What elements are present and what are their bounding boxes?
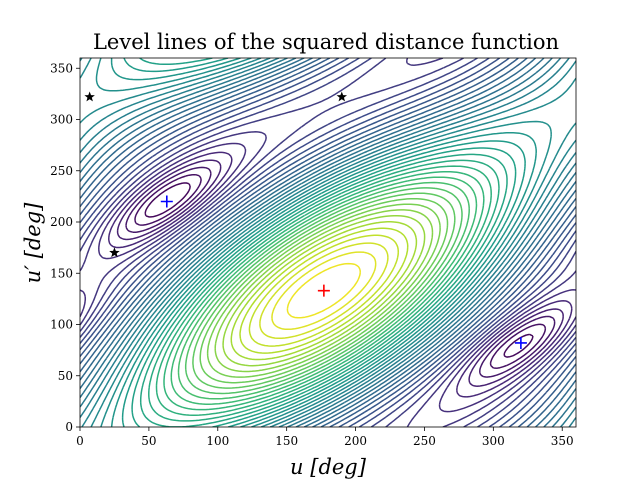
x-tick-label: 0 [76, 434, 84, 448]
contour-level-line [148, 159, 500, 422]
y-tick-label: 300 [50, 113, 73, 127]
contour-level-line [184, 187, 463, 395]
x-tick-label: 150 [275, 434, 298, 448]
contour-level-line [80, 58, 576, 427]
contour-level-line [80, 58, 576, 427]
contour-level-line [134, 173, 547, 369]
contour-level-line [163, 170, 485, 411]
contour-level-line [199, 197, 449, 384]
contour-level-line [80, 58, 576, 427]
y-tick-label: 0 [65, 420, 73, 434]
contour-level-line [214, 209, 434, 373]
contour-level-line [286, 262, 362, 319]
contour-level-line [239, 227, 409, 354]
saddle-point-star [109, 247, 120, 258]
y-tick-label: 100 [50, 318, 73, 332]
x-axis-label: u [deg] [290, 455, 367, 479]
contour-lines [80, 58, 576, 427]
minimum-point-marker [514, 336, 527, 349]
contour-level-line [131, 58, 517, 427]
y-tick-label: 50 [58, 369, 73, 383]
contour-level-line [139, 153, 508, 427]
critical-point-markers [84, 91, 527, 349]
contour-level-line [222, 214, 426, 367]
contour-level-line [80, 58, 576, 427]
x-tick-label: 200 [344, 434, 367, 448]
chart-title: Level lines of the squared distance func… [93, 30, 559, 54]
contour-level-line [144, 182, 534, 358]
contour-level-line [80, 58, 576, 427]
y-axis-ticks: 0 50 100 150 200 250 300 350 [50, 61, 80, 434]
y-tick-label: 350 [50, 61, 73, 75]
contour-level-line [206, 203, 441, 378]
y-axis-label: u′ [deg] [21, 202, 45, 283]
contour-level-line [121, 58, 526, 427]
x-tick-label: 350 [551, 434, 574, 448]
y-tick-label: 150 [50, 266, 73, 280]
contour-level-line [170, 176, 478, 405]
contour-level-line [80, 58, 576, 427]
contour-level-line [80, 58, 576, 427]
x-tick-label: 300 [482, 434, 505, 448]
contour-level-line [271, 251, 377, 331]
saddle-point-star [336, 91, 348, 102]
x-axis-ticks: 0 50 100 150 200 250 300 350 [76, 427, 574, 448]
saddle-point-star [84, 91, 95, 102]
contour-level-line [110, 58, 537, 427]
contour-level-line [80, 58, 576, 427]
contour-level-line [95, 58, 552, 427]
x-tick-label: 250 [413, 434, 436, 448]
contour-level-line [177, 181, 470, 400]
contour-level-line [192, 192, 456, 389]
x-tick-label: 100 [206, 434, 229, 448]
contour-level-line [108, 151, 573, 398]
contour-level-line [125, 166, 556, 378]
y-tick-label: 200 [50, 215, 73, 229]
contour-level-line [259, 242, 389, 340]
contour-level-line [155, 165, 492, 416]
contour-level-line [80, 58, 576, 427]
minimum-point-marker [160, 195, 173, 208]
maximum-point-marker [317, 284, 330, 297]
plot-frame [79, 57, 577, 428]
contour-level-line [80, 142, 576, 413]
contour-level-line [80, 58, 576, 427]
contour-level-line [80, 58, 576, 427]
y-tick-label: 250 [50, 164, 73, 178]
contour-level-line [230, 221, 418, 361]
contour-level-line [116, 159, 564, 387]
x-tick-label: 50 [141, 434, 156, 448]
contour-level-line [248, 234, 400, 347]
